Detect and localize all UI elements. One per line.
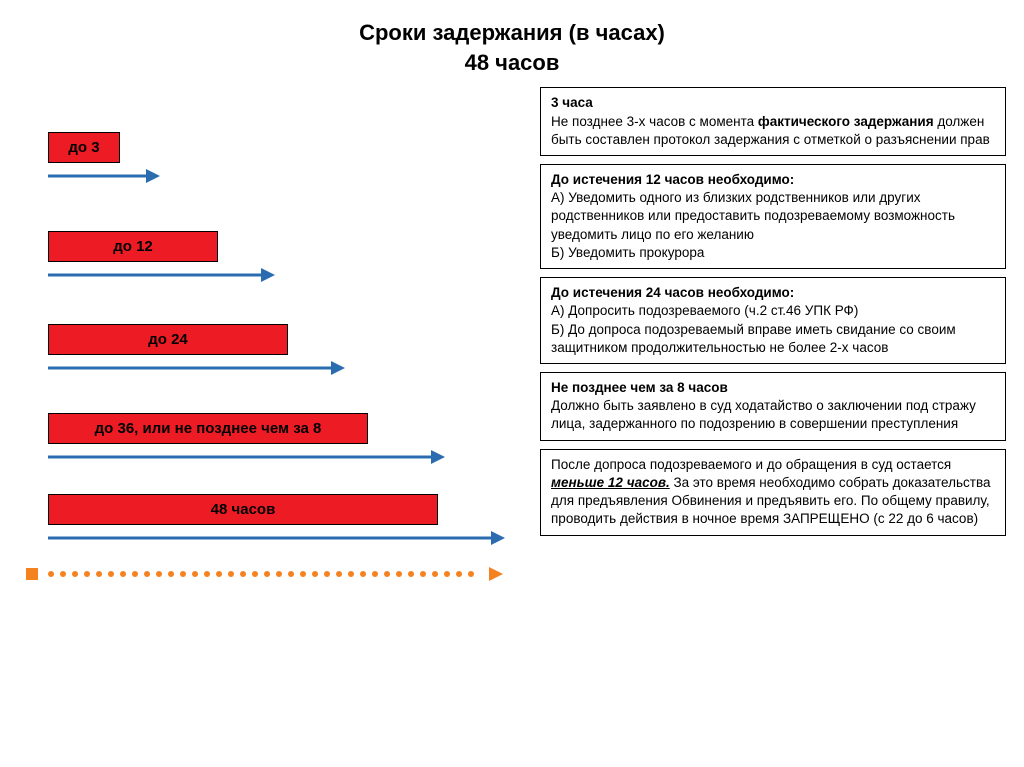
info-box-final: После допроса подозреваемого и до обраще… [540, 449, 1006, 536]
left-column: до 3 до 12 до 24 до 36, или не позднее чем … [18, 87, 528, 581]
box1-text-a: Не позднее 3-х часов с момента [551, 114, 758, 129]
box5-underline: меньше 12 часов. [551, 475, 670, 490]
box5-text-a: После допроса подозреваемого и до обраще… [551, 457, 951, 472]
info-box-3h: 3 часа Не позднее 3-х часов с момента фа… [540, 87, 1006, 156]
timeline-bar: до 24 [48, 324, 288, 355]
bar-group: 48 часов [48, 494, 528, 545]
timeline-bar: до 12 [48, 231, 218, 262]
content-row: до 3 до 12 до 24 до 36, или не позднее чем … [0, 77, 1024, 581]
square-icon [26, 568, 38, 580]
box2-line-2: Б) Уведомить прокурора [551, 244, 995, 262]
bar-group: до 12 [48, 231, 528, 282]
bar-group: до 36, или не позднее чем за 8 [48, 413, 528, 464]
arrow-icon [48, 268, 273, 282]
info-box-12h: До истечения 12 часов необходимо: А) Уве… [540, 164, 1006, 269]
title-line-2: 48 часов [0, 48, 1024, 78]
timeline-bar: 48 часов [48, 494, 438, 525]
box4-head: Не позднее чем за 8 часов [551, 379, 995, 397]
bar-group: до 3 [48, 132, 528, 183]
bar-group: до 24 [48, 324, 528, 375]
timeline-bar: до 3 [48, 132, 120, 163]
box3-line-1: А) Допросить подозреваемого (ч.2 ст.46 У… [551, 302, 995, 320]
box3-head: До истечения 24 часов необходимо: [551, 284, 995, 302]
arrow-icon [48, 531, 503, 545]
arrow-icon [48, 450, 443, 464]
box4-line-1: Должно быть заявлено в суд ходатайство о… [551, 397, 995, 433]
box2-line-1: А) Уведомить одного из близких родственн… [551, 189, 995, 244]
arrow-icon [48, 169, 158, 183]
right-column: 3 часа Не позднее 3-х часов с момента фа… [540, 87, 1006, 581]
title-line-1: Сроки задержания (в часах) [0, 18, 1024, 48]
page-title: Сроки задержания (в часах) 48 часов [0, 0, 1024, 77]
box1-head: 3 часа [551, 95, 593, 110]
info-box-24h: До истечения 24 часов необходимо: А) Доп… [540, 277, 1006, 364]
info-box-8h: Не позднее чем за 8 часов Должно быть за… [540, 372, 1006, 441]
dotted-arrow-icon [48, 567, 503, 581]
arrow-icon [48, 361, 343, 375]
box3-line-2: Б) До допроса подозреваемый вправе иметь… [551, 321, 995, 357]
box1-text-b: фактического задержания [758, 114, 934, 129]
box2-head: До истечения 12 часов необходимо: [551, 171, 995, 189]
timeline-bar: до 36, или не позднее чем за 8 [48, 413, 368, 444]
